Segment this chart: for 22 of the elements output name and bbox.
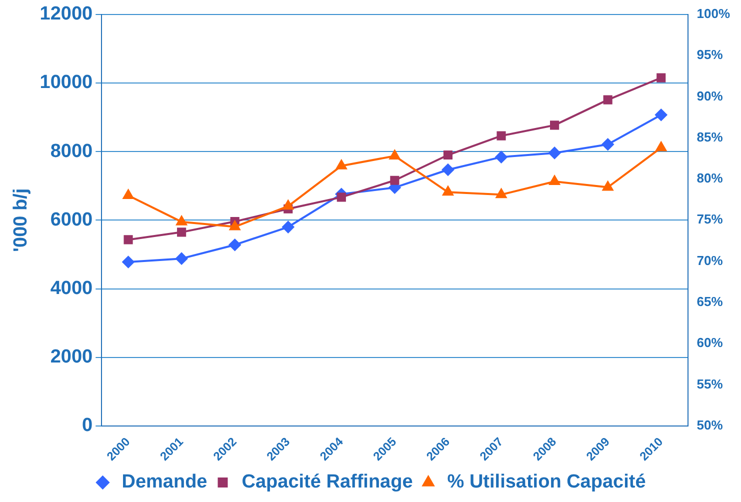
y2-tick-label: 100% xyxy=(696,6,730,21)
y2-tick-label: 90% xyxy=(696,88,724,104)
y-tick-label: 6000 xyxy=(50,209,93,230)
y-tick-label: 8000 xyxy=(50,140,93,162)
y2-tick-label: 65% xyxy=(696,294,724,310)
y2-tick-label: 55% xyxy=(696,376,724,392)
y-tick-label: 10000 xyxy=(40,72,93,94)
y-tick-label: 2000 xyxy=(50,346,93,368)
y2-tick-label: 95% xyxy=(696,47,724,62)
legend-label: Capacité Raffinage xyxy=(242,472,413,493)
y-axis-title: '000 b/j xyxy=(10,188,32,252)
y2-tick-label: 75% xyxy=(696,212,724,227)
y-tick-label: 12000 xyxy=(40,4,93,25)
y2-tick-label: 60% xyxy=(696,335,724,350)
y2-tick-label: 50% xyxy=(696,418,724,433)
legend-label: % Utilisation Capacité xyxy=(447,472,646,493)
legend-label: Demande xyxy=(122,472,208,493)
y2-tick-label: 85% xyxy=(696,129,724,144)
y2-tick-label: 80% xyxy=(696,170,724,186)
y2-tick-label: 70% xyxy=(696,252,724,268)
y-tick-label: 4000 xyxy=(50,278,93,299)
y-tick-label: 0 xyxy=(82,415,93,436)
